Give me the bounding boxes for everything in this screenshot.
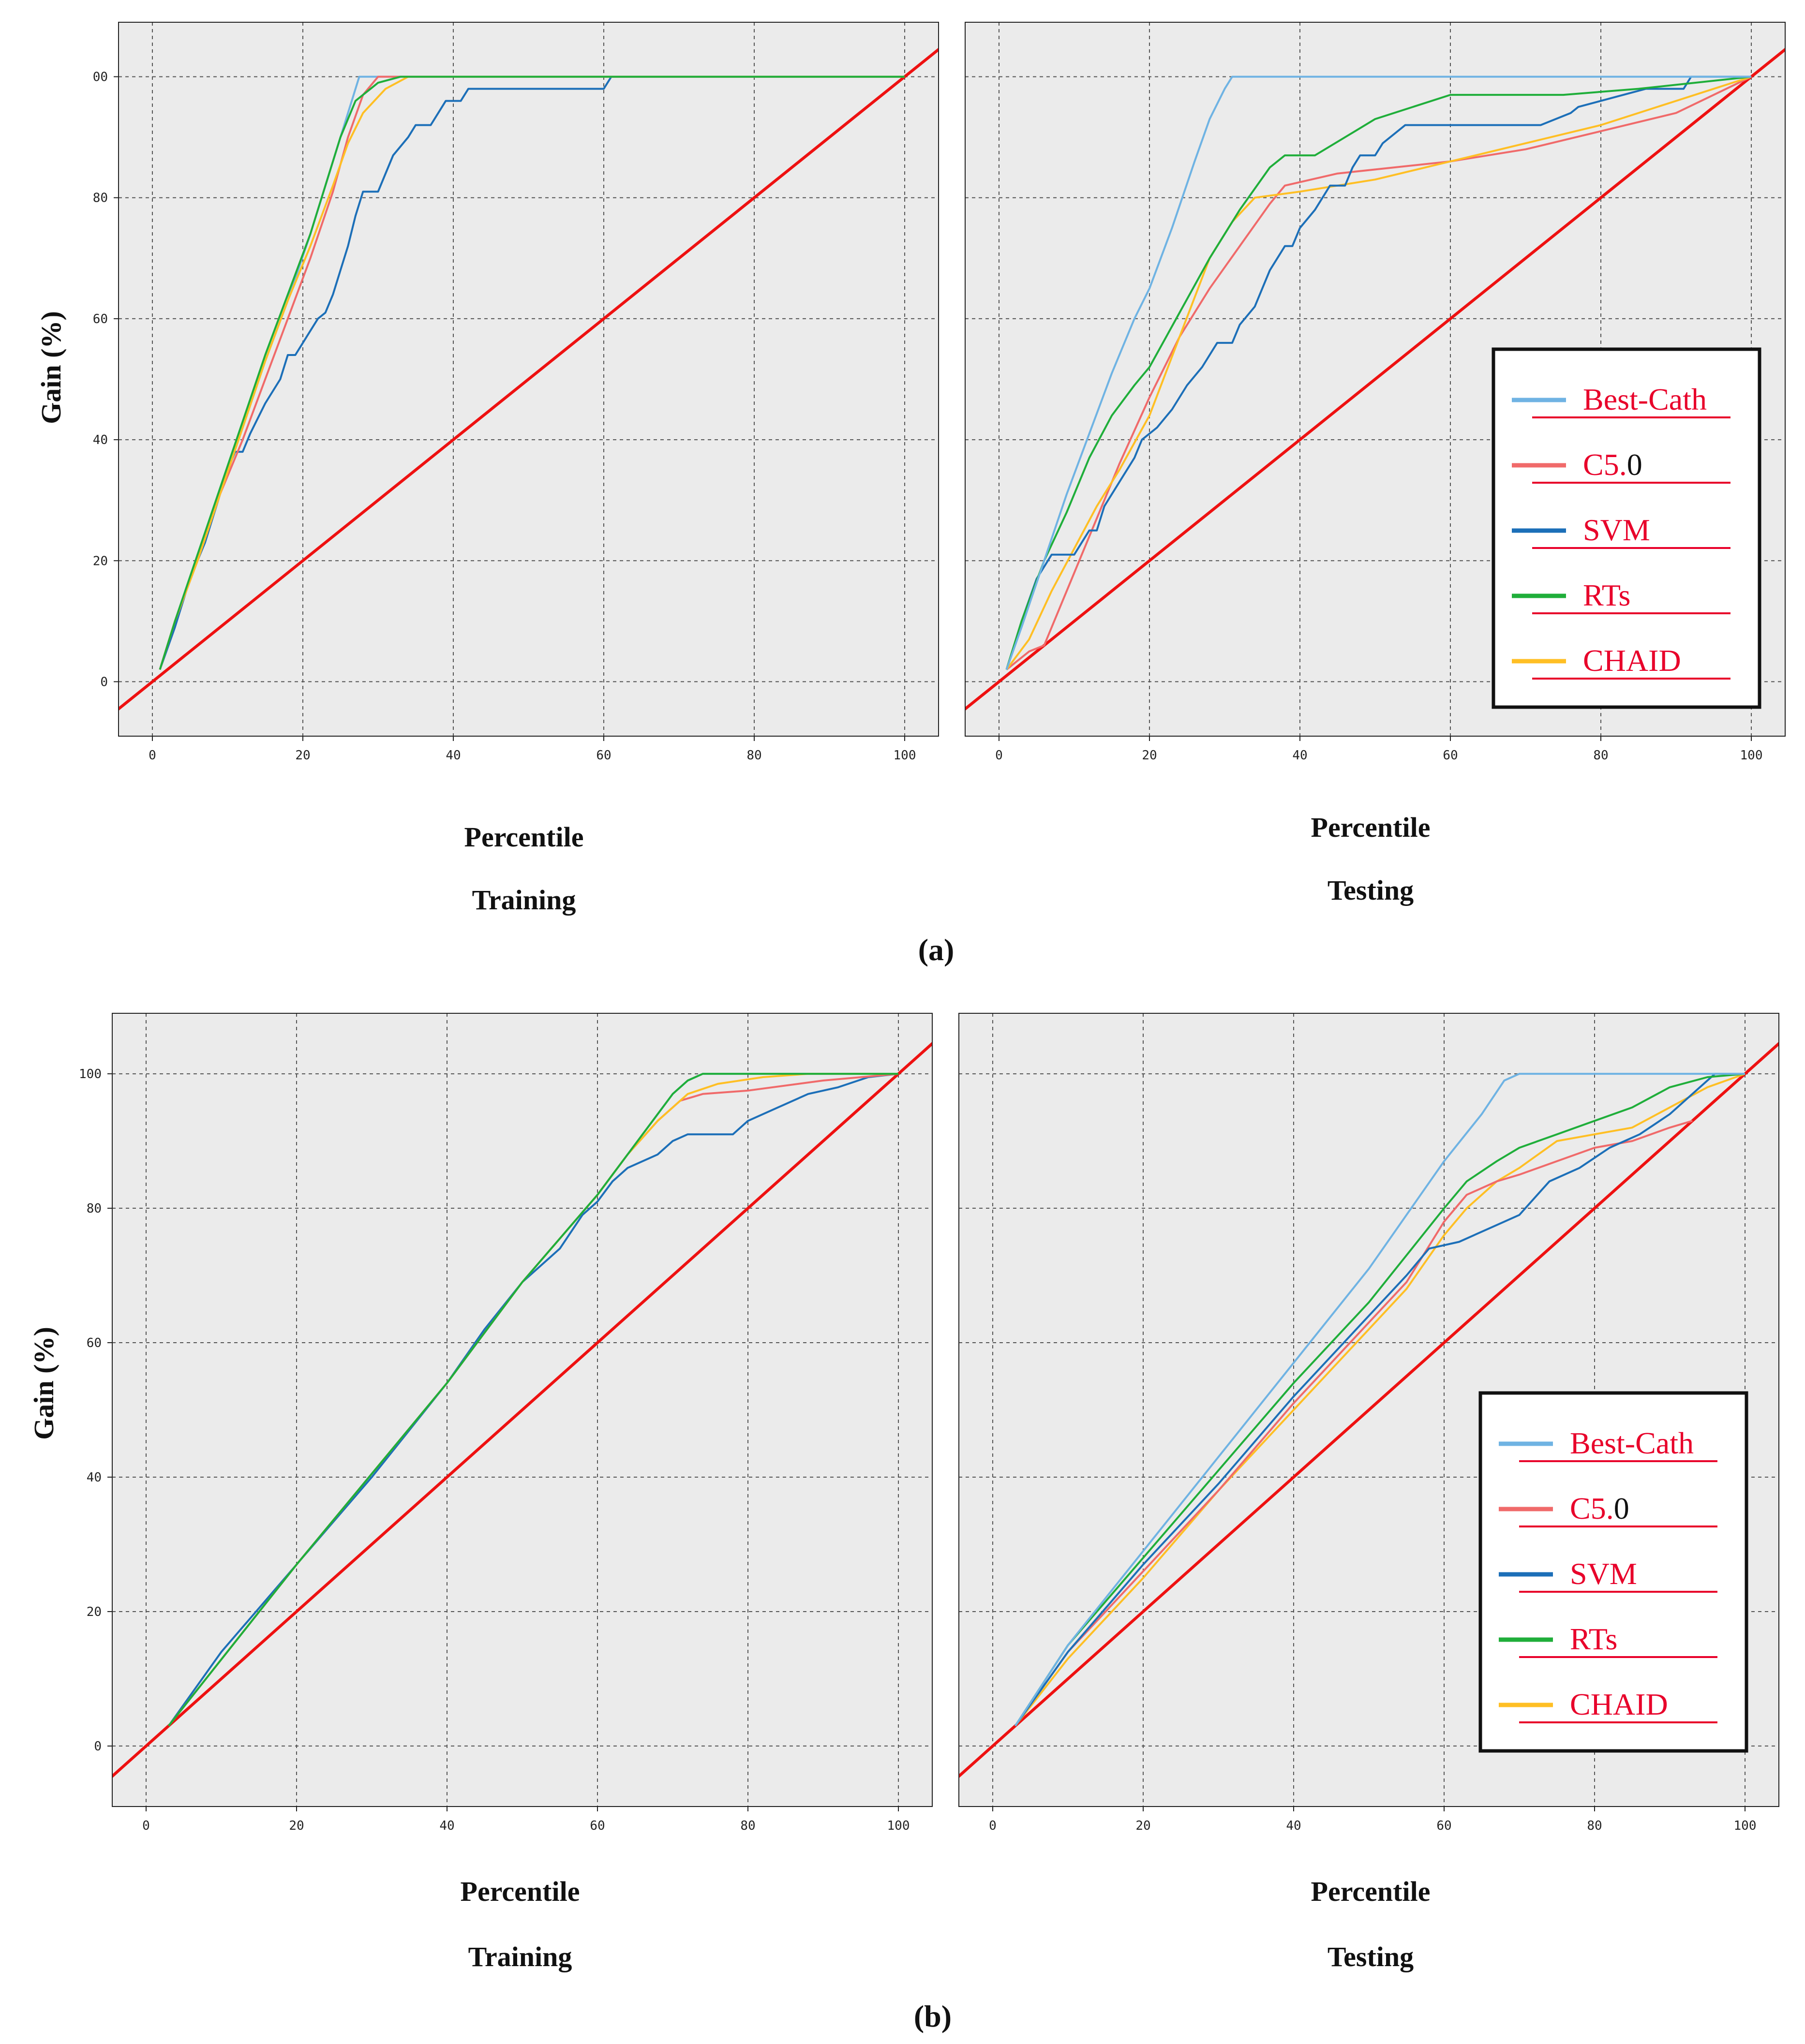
- series-baseline-a-testing: [965, 47, 1785, 711]
- x-tick-label-b-training-4: 80: [740, 1819, 755, 1833]
- subplot-title-a-testing: Testing: [1328, 874, 1414, 906]
- x-tick-label-b-testing-4: 80: [1587, 1819, 1602, 1833]
- x-tick-label-a-training-2: 40: [446, 748, 461, 763]
- y-tick-label-b-training-5: 100: [79, 1067, 102, 1081]
- subplot-title-b-testing: Testing: [1328, 1941, 1414, 1972]
- plot-frame-b-training: [112, 1013, 933, 1807]
- x-tick-label-a-testing-0: 0: [995, 748, 1003, 763]
- y-tick-label-b-training-1: 20: [87, 1605, 102, 1619]
- legend-a-label-svm: SVM: [1583, 513, 1650, 547]
- subplot-title-a-training: Training: [472, 884, 576, 916]
- x-axis-title-b-training: Percentile: [461, 1876, 580, 1907]
- x-tick-label-b-testing-5: 100: [1734, 1819, 1757, 1833]
- panel-a-training: 0 20 40 60 80 100 0 20 40 60 80 00: [93, 22, 939, 763]
- x-axis-title-a-testing: Percentile: [1311, 812, 1431, 843]
- x-tick-label-b-training-1: 20: [289, 1819, 304, 1833]
- series-rts-a-training: [159, 75, 905, 670]
- x-tick-label-a-testing-2: 40: [1292, 748, 1307, 763]
- series-svm-b-testing: [1014, 1073, 1745, 1727]
- legend-b-label-svm: SVM: [1570, 1556, 1637, 1591]
- legend-b-label-c50: C5.0: [1570, 1491, 1629, 1526]
- x-tick-label-b-testing-0: 0: [989, 1819, 997, 1833]
- y-tick-label-a-training-2: 40: [93, 433, 108, 447]
- series-best_cath-a-testing: [1005, 75, 1751, 670]
- x-tick-label-b-training-3: 60: [590, 1819, 605, 1833]
- series-chaid-b-testing: [1014, 1073, 1745, 1727]
- series-rts-b-training: [168, 1073, 898, 1727]
- panel-label-a: (a): [918, 933, 955, 967]
- x-tick-label-b-training-2: 40: [439, 1819, 454, 1833]
- series-c50-a-testing: [1006, 75, 1752, 670]
- y-tick-label-b-training-4: 80: [87, 1201, 102, 1216]
- legend-a: Best-Cath C5.0 SVM RTs CHAID: [1492, 347, 1761, 709]
- panel-label-b: (b): [914, 1999, 952, 2033]
- y-tick-label-a-training-3: 60: [93, 312, 108, 326]
- x-tick-label-a-testing-1: 20: [1142, 748, 1157, 763]
- legend-a-label-rts: RTs: [1583, 578, 1630, 612]
- x-tick-label-a-training-5: 100: [894, 748, 916, 763]
- x-tick-label-b-testing-1: 20: [1135, 1819, 1150, 1833]
- y-tick-label-b-training-3: 60: [87, 1336, 102, 1350]
- y-tick-label-a-training-5: 00: [93, 70, 108, 85]
- x-tick-label-b-training-5: 100: [887, 1819, 910, 1833]
- x-tick-label-b-training-0: 0: [142, 1819, 150, 1833]
- plot-frame-a-testing: [965, 22, 1786, 737]
- series-baseline-b-training: [112, 1041, 932, 1778]
- subplot-title-b-training: Training: [468, 1941, 572, 1972]
- legend-b-label-rts: RTs: [1570, 1622, 1617, 1656]
- plot-frame-b-testing: [958, 1013, 1779, 1807]
- series-c50-b-testing: [1014, 1120, 1693, 1727]
- y-tick-label-b-training-0: 0: [94, 1739, 102, 1754]
- y-tick-label-a-training-1: 20: [93, 554, 108, 568]
- x-axis-title-b-testing: Percentile: [1311, 1876, 1431, 1907]
- legend-a-label-best_cath: Best-Cath: [1583, 382, 1707, 416]
- y-tick-label-a-training-0: 0: [100, 675, 108, 689]
- x-tick-label-a-testing-5: 100: [1740, 748, 1763, 763]
- x-tick-label-b-testing-3: 60: [1436, 1819, 1451, 1833]
- series-baseline-b-testing: [959, 1041, 1779, 1778]
- x-axis-title-a-training: Percentile: [464, 821, 584, 853]
- series-chaid-a-training: [159, 75, 905, 670]
- legend-a-label-c50: C5.0: [1583, 447, 1642, 482]
- y-tick-label-a-training-4: 80: [93, 191, 108, 206]
- y-axis-title-a: Gain (%): [35, 311, 67, 424]
- legend-b-label-chaid: CHAID: [1570, 1687, 1668, 1721]
- x-tick-label-b-testing-2: 40: [1286, 1819, 1301, 1833]
- plot-frame-a-training: [118, 22, 939, 737]
- series-rts-b-testing: [1014, 1073, 1745, 1727]
- series-rts-a-testing: [1005, 75, 1752, 670]
- y-tick-label-b-training-2: 40: [87, 1470, 102, 1485]
- y-axis-title-b: Gain (%): [28, 1327, 60, 1440]
- x-tick-label-a-training-0: 0: [149, 748, 156, 763]
- legend-b-label-best_cath: Best-Cath: [1570, 1426, 1694, 1460]
- series-svm-a-testing: [1005, 75, 1751, 670]
- x-tick-label-a-training-3: 60: [596, 748, 611, 763]
- x-tick-label-a-testing-4: 80: [1593, 748, 1608, 763]
- legend-a-box: [1492, 347, 1761, 709]
- series-best_cath-b-testing: [1014, 1073, 1745, 1727]
- series-baseline-a-training: [119, 47, 939, 711]
- x-tick-label-a-training-1: 20: [295, 748, 310, 763]
- legend-b-box: [1478, 1391, 1748, 1753]
- x-tick-label-a-testing-3: 60: [1443, 748, 1458, 763]
- panel-b-training: 0 20 40 60 80 100 0 20 40 60 80 100: [79, 1013, 933, 1833]
- legend-a-label-chaid: CHAID: [1583, 643, 1681, 678]
- legend-b: Best-Cath C5.0 SVM RTs CHAID: [1478, 1391, 1748, 1753]
- x-tick-label-a-training-4: 80: [746, 748, 761, 763]
